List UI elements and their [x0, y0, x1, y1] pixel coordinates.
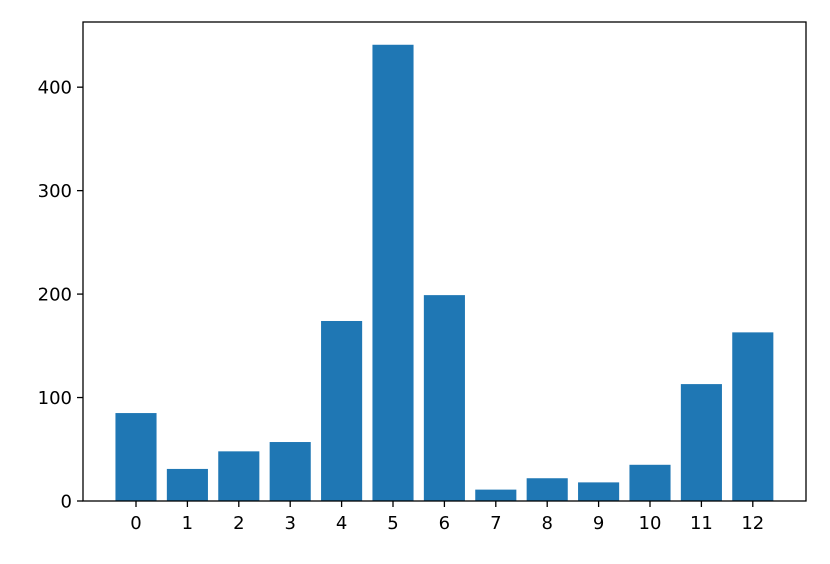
- x-tick-label: 5: [387, 513, 398, 534]
- bar-8: [526, 478, 568, 501]
- y-tick-label: 400: [38, 78, 72, 99]
- y-axis: 0 100 200 300 400: [38, 78, 83, 513]
- x-tick-label: 9: [593, 513, 604, 534]
- x-tick-label: 8: [541, 513, 552, 534]
- y-tick-label: 300: [38, 181, 72, 202]
- x-tick-label: 3: [284, 513, 295, 534]
- y-tick-label: 200: [38, 285, 72, 306]
- x-tick-label: 6: [439, 513, 450, 534]
- bar-5: [372, 44, 414, 502]
- bar-9: [578, 482, 620, 501]
- x-tick-label: 4: [336, 513, 347, 534]
- bar-2: [218, 451, 260, 501]
- bar-3: [269, 442, 311, 501]
- bar-12: [732, 332, 774, 501]
- x-axis: 0 1 2 3 4 5 6 7 8 9 10 11 12: [130, 501, 764, 534]
- x-tick-label: 0: [130, 513, 141, 534]
- y-tick-label: 0: [61, 492, 72, 513]
- x-tick-label: 1: [182, 513, 193, 534]
- bar-10: [629, 464, 671, 501]
- bar-4: [321, 320, 363, 501]
- bar-7: [475, 489, 517, 501]
- x-tick-label: 12: [741, 513, 764, 534]
- x-tick-label: 10: [639, 513, 662, 534]
- x-tick-label: 7: [490, 513, 501, 534]
- bar-6: [423, 295, 465, 501]
- bars-group: [115, 44, 774, 502]
- y-tick-label: 100: [38, 388, 72, 409]
- bar-11: [680, 384, 722, 501]
- x-tick-label: 11: [690, 513, 713, 534]
- x-tick-label: 2: [233, 513, 244, 534]
- bar-1: [166, 468, 208, 501]
- bar-0: [115, 413, 157, 501]
